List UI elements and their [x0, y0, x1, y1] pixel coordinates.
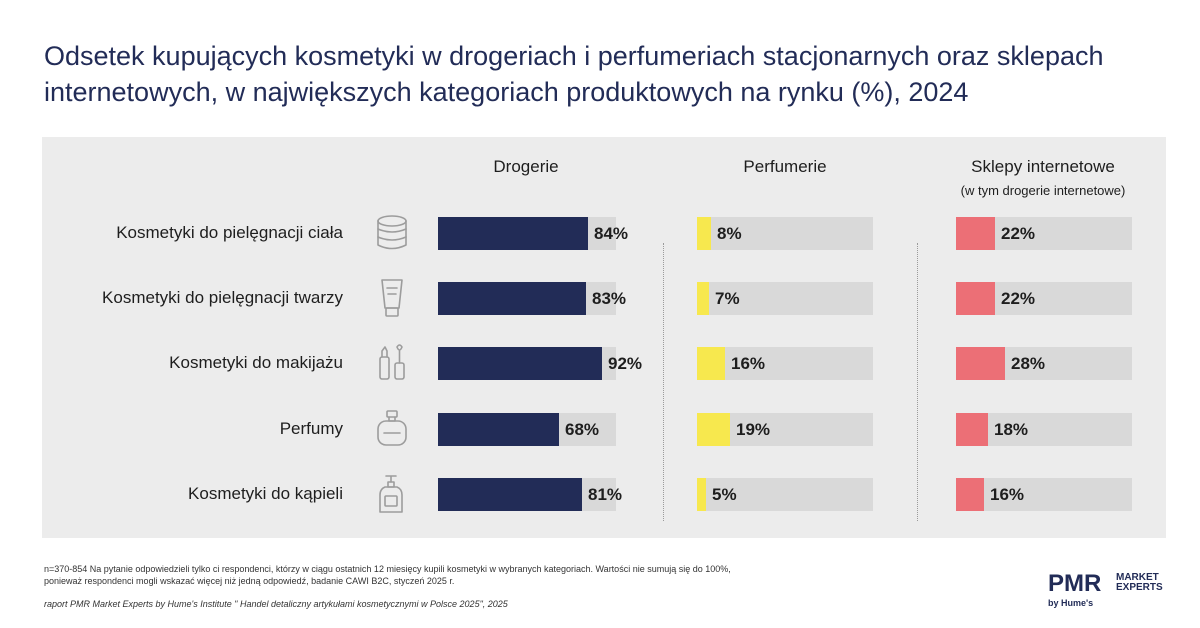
value-label-0-4: 81%	[588, 485, 623, 504]
chart-panel	[42, 137, 1166, 538]
source-note: raport PMR Market Experts by Hume's Inst…	[44, 599, 508, 609]
value-label-1-2: 16%	[731, 354, 766, 373]
bar-track-1-0: 8%	[697, 217, 873, 250]
makeup-icon	[372, 341, 412, 385]
bar-1-4	[697, 478, 706, 511]
bar-track-1-4: 5%	[697, 478, 873, 511]
value-label-2-2: 28%	[1011, 354, 1046, 373]
column-header-0: Drogerie	[493, 157, 559, 176]
bar-track-0-4: 81%	[438, 478, 622, 511]
value-label-2-0: 22%	[1001, 224, 1036, 243]
bar-track-2-0: 22%	[956, 217, 1132, 250]
bar-track-0-2: 92%	[438, 347, 642, 380]
value-label-0-1: 83%	[592, 289, 627, 308]
column-header-2: Sklepy internetowe	[971, 157, 1115, 176]
bar-track-0-1: 83%	[438, 282, 626, 315]
bar-track-2-3: 18%	[956, 413, 1132, 446]
bar-track-2-4: 16%	[956, 478, 1132, 511]
pump-bottle-icon	[372, 472, 412, 516]
tube-icon	[372, 276, 412, 320]
value-label-0-3: 68%	[565, 420, 600, 439]
value-label-2-4: 16%	[990, 485, 1025, 504]
value-label-1-1: 7%	[715, 289, 740, 308]
footnote-line-1: n=370-854 Na pytanie odpowiedzieli tylko…	[44, 564, 731, 574]
row-label-1: Kosmetyki do pielęgnacji twarzy	[102, 288, 343, 307]
bar-1-2	[697, 347, 725, 380]
column-divider-0	[663, 243, 664, 521]
logo-main: PMR	[1048, 570, 1102, 597]
bar-2-0	[956, 217, 995, 250]
column-header-1: Perfumerie	[743, 157, 827, 176]
logo-line-1: MARKET	[1116, 572, 1159, 583]
logo-by: by Hume's	[1048, 598, 1094, 608]
bar-0-2	[438, 347, 602, 380]
bar-0-1	[438, 282, 586, 315]
value-label-1-3: 19%	[736, 420, 771, 439]
bar-track-2-1: 22%	[956, 282, 1132, 315]
bar-track-0-3: 68%	[438, 413, 616, 446]
bar-track-2-2: 28%	[956, 347, 1132, 380]
bar-2-3	[956, 413, 988, 446]
bar-track-0-0: 84%	[438, 217, 628, 250]
column-divider-1	[917, 243, 918, 521]
bar-track-1-3: 19%	[697, 413, 873, 446]
bar-1-0	[697, 217, 711, 250]
bar-2-1	[956, 282, 995, 315]
logo-market-experts: MARKET EXPERTS	[1116, 573, 1163, 593]
bar-0-3	[438, 413, 559, 446]
row-label-4: Kosmetyki do kąpieli	[188, 484, 343, 503]
row-label-0: Kosmetyki do pielęgnacji ciała	[116, 223, 343, 242]
value-label-0-0: 84%	[594, 224, 629, 243]
bar-0-4	[438, 478, 582, 511]
column-subheader-2: (w tym drogerie internetowe)	[960, 183, 1126, 198]
perfume-bottle-icon	[372, 407, 412, 451]
bar-2-2	[956, 347, 1005, 380]
bar-track-1-1: 7%	[697, 282, 873, 315]
chart-title: Odsetek kupujących kosmetyki w drogeriac…	[44, 41, 1104, 107]
bar-track-1-2: 16%	[697, 347, 873, 380]
bar-1-3	[697, 413, 730, 446]
value-label-2-1: 22%	[1001, 289, 1036, 308]
bar-2-4	[956, 478, 984, 511]
row-label-3: Perfumy	[279, 419, 343, 438]
value-label-1-4: 5%	[712, 485, 737, 504]
bar-0-0	[438, 217, 588, 250]
jar-icon	[372, 211, 412, 255]
row-label-2: Kosmetyki do makijażu	[169, 353, 343, 372]
pmr-logo: PMR MARKET EXPERTS by Hume's	[1048, 570, 1168, 610]
logo-line-2: EXPERTS	[1116, 582, 1163, 593]
footnote-line-2: ponieważ respondenci mogli wskazać więce…	[44, 576, 455, 586]
bar-1-1	[697, 282, 709, 315]
value-label-0-2: 92%	[608, 354, 643, 373]
value-label-1-0: 8%	[717, 224, 742, 243]
value-label-2-3: 18%	[994, 420, 1029, 439]
